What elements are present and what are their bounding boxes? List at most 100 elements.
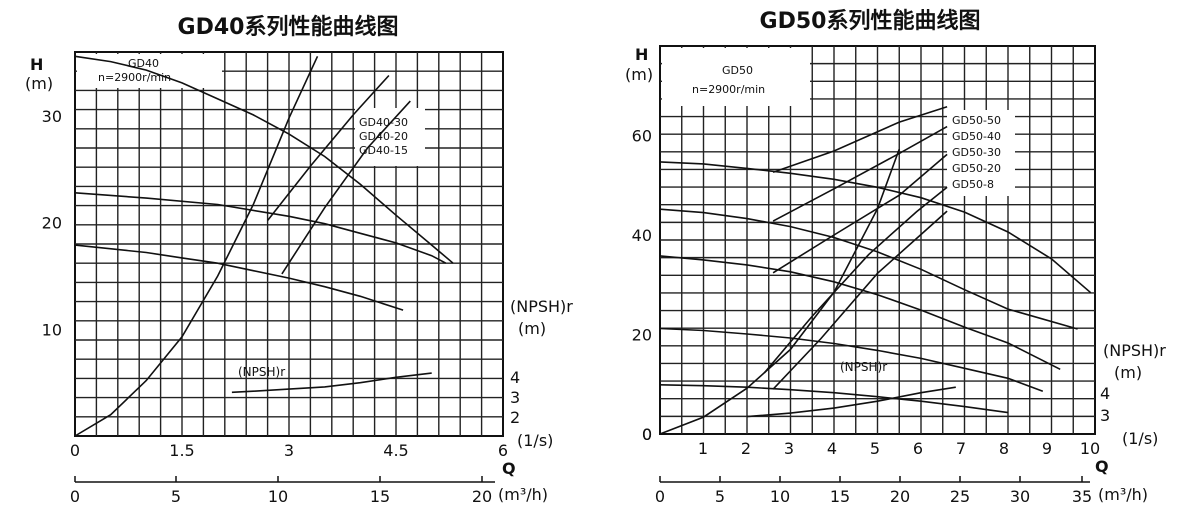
series-line — [74, 192, 447, 264]
x-flow-tick-labels: 1 2 3 4 5 6 7 8 9 10 0 — [642, 425, 1100, 458]
x-tick-label: 1.5 — [169, 441, 194, 460]
x-tick-label: 8 — [999, 439, 1009, 458]
legend: GD50-50 GD50-40 GD50-30 GD50-20 GD50-8 — [952, 114, 1001, 191]
operating-line — [74, 55, 319, 437]
volume-tick-label: 5 — [171, 487, 181, 506]
series-line — [74, 244, 404, 311]
operating-line — [772, 153, 948, 274]
x-tick-label: 2 — [741, 439, 751, 458]
y-axis-unit: (m) — [625, 65, 653, 84]
legend-entry: GD40-30 — [359, 116, 408, 129]
operating-line — [772, 125, 948, 222]
head-curves — [659, 105, 1092, 435]
y-tick-label: 30 — [42, 107, 62, 126]
x-tick-label: 6 — [913, 439, 923, 458]
volume-axis-unit: (m³/h) — [1098, 485, 1148, 504]
legend-entry: GD50-30 — [952, 146, 1001, 159]
npsh-axis-label: (NPSH)r — [1103, 341, 1166, 360]
x-flow-unit: (1/s) — [1122, 429, 1158, 448]
npsh-curve-label: (NPSH)r — [840, 360, 887, 374]
grid — [75, 52, 503, 436]
legend-entry: GD50-8 — [952, 178, 994, 191]
npsh-axis-unit: (m) — [1114, 363, 1142, 382]
y-axis-label: H — [30, 55, 43, 74]
volume-tick-label: 30 — [1010, 487, 1030, 506]
series-line — [74, 55, 454, 264]
npsh-tick-3: 3 — [510, 388, 520, 407]
operating-line — [266, 74, 390, 221]
x-tick-label: 4 — [827, 439, 837, 458]
x-tick-label: 9 — [1042, 439, 1052, 458]
series-line — [231, 372, 432, 394]
y-tick-label: 0 — [642, 425, 652, 444]
npsh-tick-4: 4 — [1100, 384, 1110, 403]
npsh-axis-unit: (m) — [518, 319, 546, 338]
x-tick-label: 3 — [784, 439, 794, 458]
x-tick-label: 1 — [698, 439, 708, 458]
legend-box — [355, 108, 425, 166]
x-tick-label: 0 — [70, 441, 80, 460]
operating-line — [772, 105, 948, 174]
volume-tick-label: 0 — [655, 487, 665, 506]
info-box-model: GD50 — [722, 64, 753, 77]
series-line — [659, 161, 1092, 294]
y-tick-labels: 10 20 30 — [42, 107, 62, 339]
legend-entry: GD40-20 — [359, 130, 408, 143]
y-tick-label: 40 — [632, 226, 652, 245]
operating-line — [772, 210, 948, 390]
x-tick-label: 4.5 — [383, 441, 408, 460]
series-line — [659, 255, 1061, 371]
x-flow-unit: (1/s) — [517, 431, 553, 450]
x-flow-tick-labels: 0 1.5 3 4.5 6 — [70, 441, 508, 460]
x-tick-label: 5 — [870, 439, 880, 458]
series-line — [659, 384, 1009, 414]
npsh-axis-label: (NPSH)r — [510, 297, 573, 316]
legend-entry: GD50-40 — [952, 130, 1001, 143]
legend-box — [947, 110, 1015, 196]
volume-tick-label: 20 — [472, 487, 492, 506]
legend-entry: GD40-15 — [359, 144, 408, 157]
series-line — [659, 327, 1044, 392]
info-box-model: GD40 — [128, 57, 159, 70]
npsh-curve-label: (NPSH)r — [238, 365, 285, 379]
chart-title: GD40系列性能曲线图 — [178, 14, 399, 40]
x-tick-label: 3 — [284, 441, 294, 460]
npsh-tick-4: 4 — [510, 368, 520, 387]
x-origin-label: 0 — [642, 425, 652, 444]
info-box-speed: n=2900r/min — [98, 71, 171, 84]
operating-line — [281, 100, 411, 275]
npsh-tick-3: 3 — [1100, 406, 1110, 425]
head-curves — [74, 55, 454, 437]
x-axis-label: Q — [502, 459, 516, 478]
volume-tick-label: 25 — [950, 487, 970, 506]
legend-entry: GD50-50 — [952, 114, 1001, 127]
info-box-speed: n=2900r/min — [692, 83, 765, 96]
y-axis-unit: (m) — [25, 74, 53, 93]
volume-tick-label: 15 — [370, 487, 390, 506]
operating-line — [763, 186, 948, 374]
y-tick-label: 20 — [632, 326, 652, 345]
info-box — [662, 48, 810, 106]
chart-gd40: GD40系列性能曲线图 GD40 n=2900r/min GD40-30GD40… — [25, 14, 573, 506]
chart-title: GD50系列性能曲线图 — [760, 8, 981, 34]
volume-axis-unit: (m³/h) — [498, 485, 548, 504]
volume-tick-label: 0 — [70, 487, 80, 506]
legend-entry: GD50-20 — [952, 162, 1001, 175]
volume-tick-label: 10 — [770, 487, 790, 506]
grid — [660, 46, 1095, 434]
x-tick-label: 6 — [498, 441, 508, 460]
y-tick-label: 60 — [632, 127, 652, 146]
volume-tick-label: 35 — [1072, 487, 1092, 506]
npsh-tick-2: 2 — [510, 408, 520, 427]
x-tick-label: 10 — [1080, 439, 1100, 458]
volume-tick-label: 15 — [830, 487, 850, 506]
y-tick-label: 20 — [42, 214, 62, 233]
x-tick-label: 7 — [956, 439, 966, 458]
operating-line — [659, 148, 901, 435]
series-line — [746, 386, 956, 418]
y-tick-label: 10 — [42, 320, 62, 339]
volume-tick-label: 5 — [715, 487, 725, 506]
y-axis-label: H — [635, 45, 648, 64]
